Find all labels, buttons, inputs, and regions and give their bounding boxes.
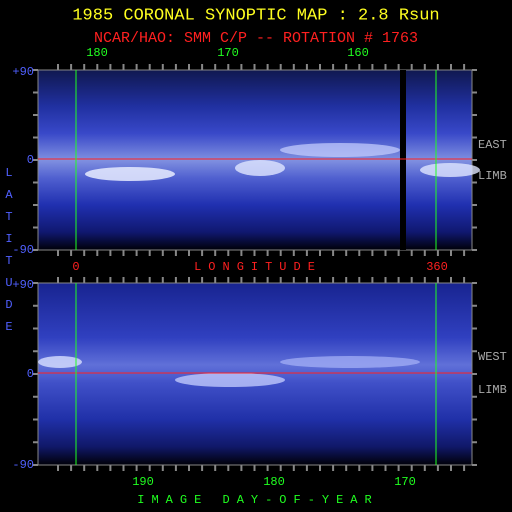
- bright-streamer: [280, 356, 420, 368]
- day-axis-label: IMAGE DAY-OF-YEAR: [137, 493, 378, 507]
- bright-streamer: [85, 167, 175, 181]
- bright-streamer: [420, 163, 480, 177]
- longitude-label: LONGITUDE: [194, 260, 322, 274]
- bright-streamer: [235, 160, 285, 176]
- side-label: LIMB: [478, 169, 507, 183]
- x-tick-label: 180: [86, 46, 108, 60]
- top-map: [37, 69, 473, 251]
- x-tick-label: 170: [394, 475, 416, 489]
- latitude-label: LATITUDE: [2, 166, 16, 342]
- longitude-end: 360: [426, 260, 448, 274]
- x-tick-label: 160: [347, 46, 369, 60]
- x-tick-label: 190: [132, 475, 154, 489]
- data-gap: [400, 70, 406, 250]
- y-tick-label: -90: [12, 458, 34, 472]
- tick-marks: [33, 64, 477, 471]
- side-label: EAST: [478, 138, 507, 152]
- y-tick-label: -90: [12, 243, 34, 257]
- bright-streamer: [175, 373, 285, 387]
- title: 1985 CORONAL SYNOPTIC MAP : 2.8 Rsun: [72, 6, 439, 25]
- x-tick-label: 180: [263, 475, 285, 489]
- side-label: LIMB: [478, 383, 507, 397]
- side-label: WEST: [478, 350, 507, 364]
- bright-streamer: [280, 143, 400, 157]
- y-tick-label: +90: [12, 65, 34, 79]
- x-tick-label: 170: [217, 46, 239, 60]
- y-tick-label: +90: [12, 278, 34, 292]
- bright-streamer: [38, 356, 82, 368]
- longitude-start: 0: [72, 260, 79, 274]
- y-tick-label: 0: [27, 367, 34, 381]
- y-tick-label: 0: [27, 153, 34, 167]
- subtitle: NCAR/HAO: SMM C/P -- ROTATION # 1763: [94, 30, 418, 47]
